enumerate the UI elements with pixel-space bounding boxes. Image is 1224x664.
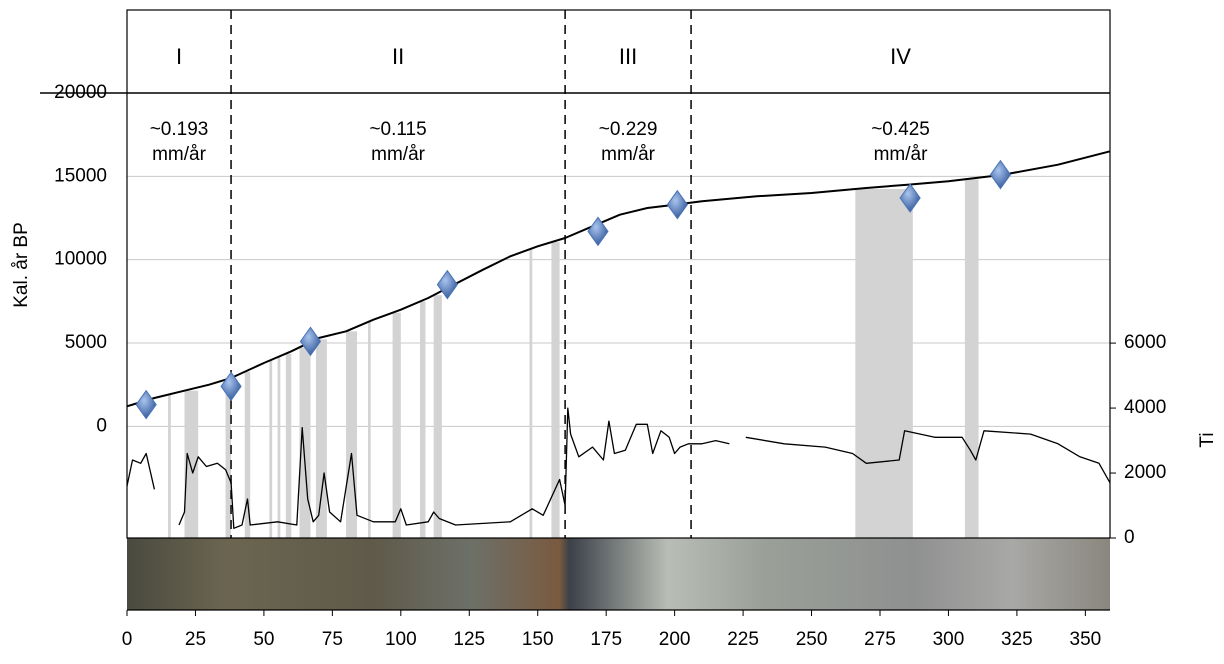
shaded-interval — [367, 322, 371, 538]
zone-rate: ~0.193 — [150, 119, 209, 140]
zone-rate-unit: mm/år — [371, 144, 426, 165]
shaded-interval — [433, 295, 442, 538]
shaded-interval — [346, 331, 358, 538]
x-tick-label: 100 — [385, 629, 417, 650]
shaded-interval — [168, 394, 171, 538]
y-tick-label: 20000 — [54, 82, 107, 103]
zone-rate-unit: mm/år — [601, 144, 656, 165]
zone-rate: ~0.229 — [599, 119, 658, 140]
x-tick-label: 125 — [453, 629, 485, 650]
shaded-interval — [184, 390, 199, 538]
y-tick-label: 15000 — [54, 165, 107, 186]
core-photo — [127, 538, 1110, 610]
shaded-interval — [315, 339, 327, 538]
shaded-interval — [855, 189, 913, 538]
zone-label: I — [176, 44, 182, 69]
y-axis-label: Kal. år BP — [11, 222, 32, 308]
x-tick-label: 275 — [864, 629, 896, 650]
x-tick-label: 0 — [122, 629, 133, 650]
x-tick-label: 75 — [322, 629, 343, 650]
date-marker — [666, 189, 688, 220]
plot-frame — [126, 9, 1111, 539]
zone-rate: ~0.115 — [369, 119, 426, 140]
y-tick-label: 0 — [96, 415, 107, 436]
zone-label: III — [619, 44, 637, 69]
y2-tick-label: 6000 — [1124, 332, 1166, 353]
date-marker — [436, 269, 458, 300]
shaded-interval — [419, 301, 426, 538]
shaded-interval — [529, 249, 533, 539]
y2-tick-label: 4000 — [1124, 397, 1166, 418]
x-tick-label: 325 — [1001, 629, 1033, 650]
x-tick-label: 25 — [185, 629, 206, 650]
date-marker — [587, 216, 609, 247]
shaded-interval — [277, 357, 281, 538]
data-line — [126, 407, 1111, 529]
shaded-interval — [225, 379, 232, 538]
shaded-interval — [269, 360, 273, 538]
shaded-interval — [964, 179, 979, 539]
x-tick-label: 150 — [522, 629, 554, 650]
x-tick-label: 225 — [727, 629, 759, 650]
x-tick-label: 350 — [1070, 629, 1102, 650]
date-marker — [989, 159, 1012, 190]
shaded-interval — [551, 242, 560, 538]
zone-label: II — [392, 44, 404, 69]
x-tick-label: 300 — [933, 629, 965, 650]
shaded-interval — [244, 371, 251, 538]
shaded-interval — [285, 353, 292, 538]
data-line — [126, 150, 1111, 408]
shaded-interval — [392, 312, 401, 538]
y2-tick-label: 2000 — [1124, 462, 1166, 483]
shaded-interval — [299, 347, 311, 538]
x-tick-label: 250 — [796, 629, 828, 650]
y2-axis-label: Ti — [1197, 432, 1218, 447]
zone-rate-unit: mm/år — [874, 144, 929, 165]
zone-label: IV — [890, 44, 911, 69]
x-tick-label: 200 — [659, 629, 691, 650]
date-marker — [220, 371, 242, 402]
y-tick-label: 5000 — [65, 332, 107, 353]
y2-tick-label: 0 — [1124, 527, 1135, 548]
y-tick-label: 10000 — [54, 249, 107, 270]
date-marker — [299, 326, 322, 357]
date-marker — [135, 389, 157, 420]
zone-rate: ~0.425 — [871, 119, 930, 140]
date-marker — [899, 183, 921, 213]
x-tick-label: 50 — [253, 629, 274, 650]
x-tick-label: 175 — [590, 629, 622, 650]
zone-rate-unit: mm/år — [152, 144, 207, 165]
